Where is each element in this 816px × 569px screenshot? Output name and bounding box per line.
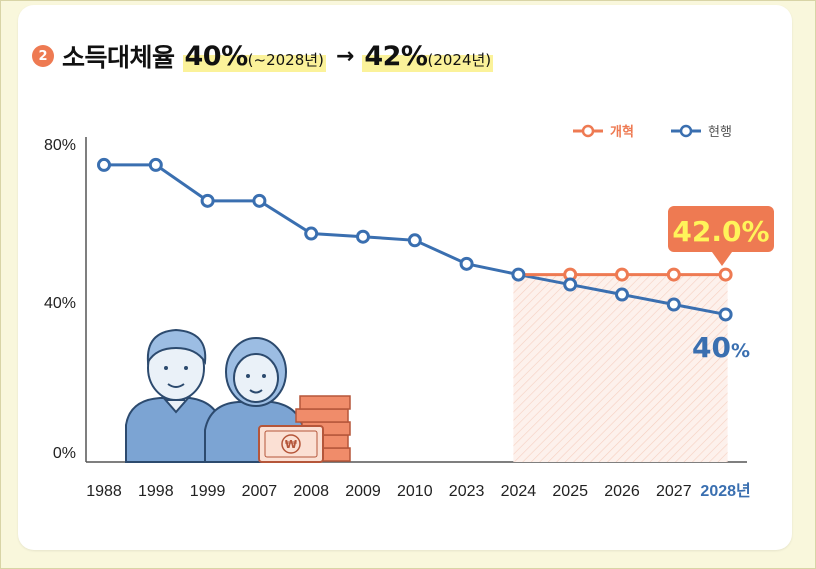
title-to-value: 42% — [364, 40, 428, 72]
data-point-current — [666, 297, 681, 312]
x-tick-label: 2023 — [449, 483, 485, 500]
x-tick-label: 1988 — [86, 483, 122, 500]
y-tick-label: 0% — [53, 445, 76, 462]
x-tick-label: 2027 — [656, 483, 692, 500]
data-point-current — [97, 157, 111, 172]
x-tick-label: 2010 — [397, 483, 433, 500]
x-tick-label: 1998 — [138, 483, 174, 500]
x-tick-label: 2024 — [501, 483, 537, 500]
title-from-note: (~2028년) — [247, 50, 324, 69]
x-tick-label: 2007 — [242, 483, 278, 500]
y-tick-label: 40% — [44, 295, 76, 312]
reform-value-label: 42.0% — [672, 215, 769, 248]
data-point-current — [511, 267, 526, 282]
data-point-reform — [666, 267, 681, 282]
section-number-badge: 2 — [32, 45, 54, 67]
reform-value-callout: 42.0% — [668, 206, 774, 266]
data-point-current — [148, 157, 163, 172]
legend: 개혁 현행 — [573, 124, 732, 140]
x-tick-label: 2009 — [345, 483, 381, 500]
arrow-icon: → — [335, 43, 355, 69]
title-text: 소득대체율 — [62, 43, 175, 72]
x-tick-label: 2028년 — [700, 481, 750, 500]
x-tick-label: 1999 — [190, 483, 226, 500]
elderly-couple-illustration — [125, 328, 305, 463]
data-point-current — [252, 193, 267, 208]
data-point-current — [718, 307, 733, 322]
reform-period-area — [513, 274, 728, 462]
data-point-current — [304, 226, 319, 241]
data-point-current — [563, 277, 578, 292]
legend-marker-reform — [581, 124, 595, 138]
data-point-current — [407, 233, 422, 248]
y-tick-label: 80% — [44, 137, 76, 154]
title-from-value: 40% — [184, 40, 249, 72]
title-highlight-from: 40%(~2028년) — [182, 40, 326, 72]
data-point-current — [200, 193, 215, 208]
title-highlight-to: 42%(2024년) — [362, 40, 494, 72]
x-tick-label: 2026 — [604, 483, 640, 500]
money-stack-icon: ₩ — [258, 395, 351, 463]
svg-text:₩: ₩ — [285, 438, 297, 451]
title-to-note: (2024년) — [427, 50, 492, 69]
x-tick-label: 2008 — [293, 483, 329, 500]
current-value-label: 40% — [692, 331, 750, 364]
x-tick-label: 2025 — [552, 483, 588, 500]
legend-label-current: 현행 — [708, 124, 732, 140]
data-point-current — [459, 256, 474, 271]
page-title: 2 소득대체율 40%(~2028년) → 42%(2024년) — [32, 38, 494, 74]
legend-label-reform: 개혁 — [610, 124, 634, 140]
legend-marker-current — [679, 124, 693, 138]
data-point-current — [356, 229, 370, 244]
data-point-current — [615, 287, 629, 302]
data-point-reform — [718, 267, 733, 282]
data-point-reform — [615, 267, 629, 282]
